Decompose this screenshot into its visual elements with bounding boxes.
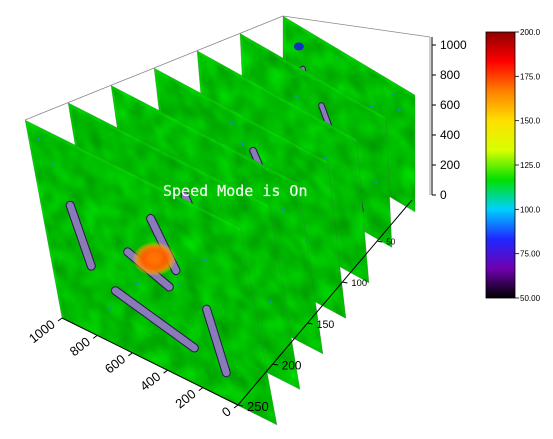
slice-1	[24, 119, 278, 426]
depth-tick	[342, 281, 348, 284]
pit	[369, 104, 373, 108]
z-tick-label: 1000	[440, 38, 467, 52]
pit	[241, 141, 245, 145]
hotspot-core	[142, 247, 167, 270]
z-tick-label: 600	[440, 98, 460, 112]
depth-tick	[272, 363, 278, 366]
depth-tick	[307, 322, 313, 325]
z-tick-label: 400	[440, 128, 460, 142]
speed-mode-overlay: Speed Mode is On	[163, 182, 308, 200]
pit	[109, 306, 113, 310]
pit	[281, 208, 285, 212]
x-axis-line	[61, 317, 239, 406]
depth-tick-label: 200	[282, 358, 302, 372]
pit	[295, 94, 299, 98]
depth-tick	[237, 404, 244, 407]
x-tick-label: 0	[219, 404, 234, 420]
pit	[391, 92, 395, 96]
slice-border	[24, 119, 278, 426]
z-tick-label: 800	[440, 68, 460, 82]
pit	[397, 108, 401, 112]
x-tick-label: 1000	[26, 317, 58, 347]
depth-tick-label: 150	[317, 319, 335, 331]
colorbar-tick-label: 150.0	[520, 117, 541, 126]
depth-axis: 50 100 150 200 250	[237, 199, 413, 414]
z-tick-label: 0	[440, 188, 447, 202]
defect-streak-detail	[66, 201, 95, 270]
slices-group	[24, 15, 416, 426]
defect-streak-detail	[203, 305, 230, 377]
pit	[230, 121, 234, 125]
pit	[136, 282, 139, 286]
back-right-top-edge	[282, 15, 431, 38]
depth-tick-label: 250	[247, 399, 269, 414]
x-tick	[233, 404, 239, 409]
pit	[203, 258, 207, 262]
pit	[51, 162, 55, 166]
x-tick	[57, 317, 63, 322]
depth-tick-label: 100	[351, 277, 367, 288]
colorbar-tick-label: 75.00	[520, 250, 541, 259]
x-tick	[92, 334, 98, 339]
x-tick-label: 600	[102, 351, 128, 376]
z-axis: 0 200 400 600 800 1000	[431, 37, 467, 202]
x-tick	[128, 352, 133, 357]
x-tick-label: 200	[172, 386, 198, 411]
pit	[269, 300, 273, 304]
colorbar-tick-label: 50.00	[520, 294, 541, 303]
x-tick	[163, 369, 168, 374]
colorbar-tick-label: 200.0	[520, 28, 541, 37]
colorbar-tick-label: 175.0	[520, 72, 541, 81]
colorbar-tick-label: 125.0	[520, 161, 541, 170]
colorbar: 50.00 75.00 100.0 125.0 150.0 175.0 200.0	[485, 28, 541, 303]
colorbar-tick-label: 100.0	[520, 205, 541, 214]
pit	[374, 181, 378, 185]
x-tick-label: 800	[67, 334, 93, 359]
x-tick-label: 400	[137, 369, 163, 394]
pit	[177, 282, 181, 286]
depth-tick-label: 50	[386, 238, 396, 247]
pit	[36, 137, 40, 141]
low-spot	[293, 42, 304, 51]
z-tick-label: 200	[440, 158, 460, 172]
depth-axis-line	[237, 199, 413, 406]
x-tick	[198, 387, 204, 392]
depth-tick	[377, 240, 383, 243]
defect-streak-detail	[111, 287, 198, 352]
colorbar-rect	[485, 31, 516, 299]
